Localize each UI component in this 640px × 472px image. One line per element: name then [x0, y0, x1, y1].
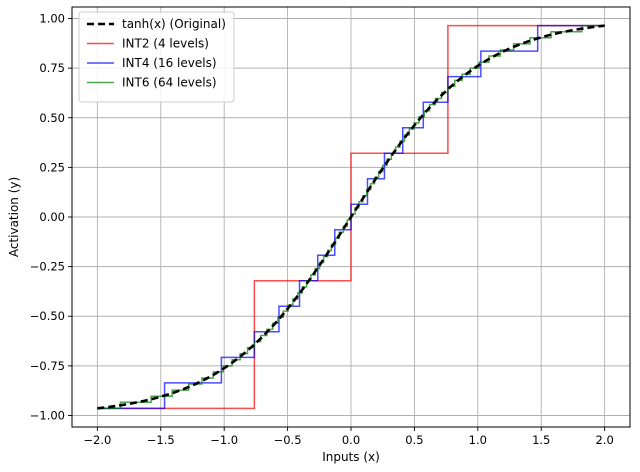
y-tick-label: −0.75 — [30, 359, 65, 373]
y-tick-label: 0.75 — [39, 61, 65, 75]
y-tick-label: 1.00 — [39, 12, 65, 26]
legend-label: INT6 (64 levels) — [122, 76, 217, 90]
legend: tanh(x) (Original) INT2 (4 levels) INT4 (1… — [78, 11, 235, 103]
legend-label: INT4 (16 levels) — [122, 56, 217, 70]
legend-label: INT2 (4 levels) — [122, 37, 209, 51]
y-tick-label: 0.00 — [39, 210, 65, 224]
x-tick-label: −0.5 — [274, 433, 302, 447]
legend-box — [78, 11, 235, 103]
y-tick-label: −1.00 — [30, 408, 65, 422]
x-tick-label: 2.0 — [595, 433, 613, 447]
series-layer — [97, 24, 605, 410]
y-tick-label: 0.25 — [39, 160, 65, 174]
x-axis-label: Inputs (x) — [322, 450, 380, 464]
y-tick-label: −0.25 — [30, 260, 65, 274]
x-tick-label: 0.5 — [405, 433, 423, 447]
x-tick-label: 1.0 — [469, 433, 487, 447]
ticks: −2.0 −1.5 −1.0 −0.5 0.0 0.5 1.0 1.5 2.0 −1.00 −0.7… — [30, 12, 614, 447]
legend-label: tanh(x) (Original) — [122, 17, 226, 31]
series-line-tanh-original — [97, 24, 605, 410]
x-tick-label: 0.0 — [342, 433, 360, 447]
y-axis-label: Activation (y) — [7, 177, 21, 257]
y-tick-label: 0.50 — [39, 111, 65, 125]
x-tick-label: −1.0 — [210, 433, 238, 447]
x-tick-label: −1.5 — [147, 433, 175, 447]
x-tick-label: 1.5 — [532, 433, 550, 447]
x-tick-label: −2.0 — [83, 433, 111, 447]
y-tick-label: −0.50 — [30, 309, 65, 323]
